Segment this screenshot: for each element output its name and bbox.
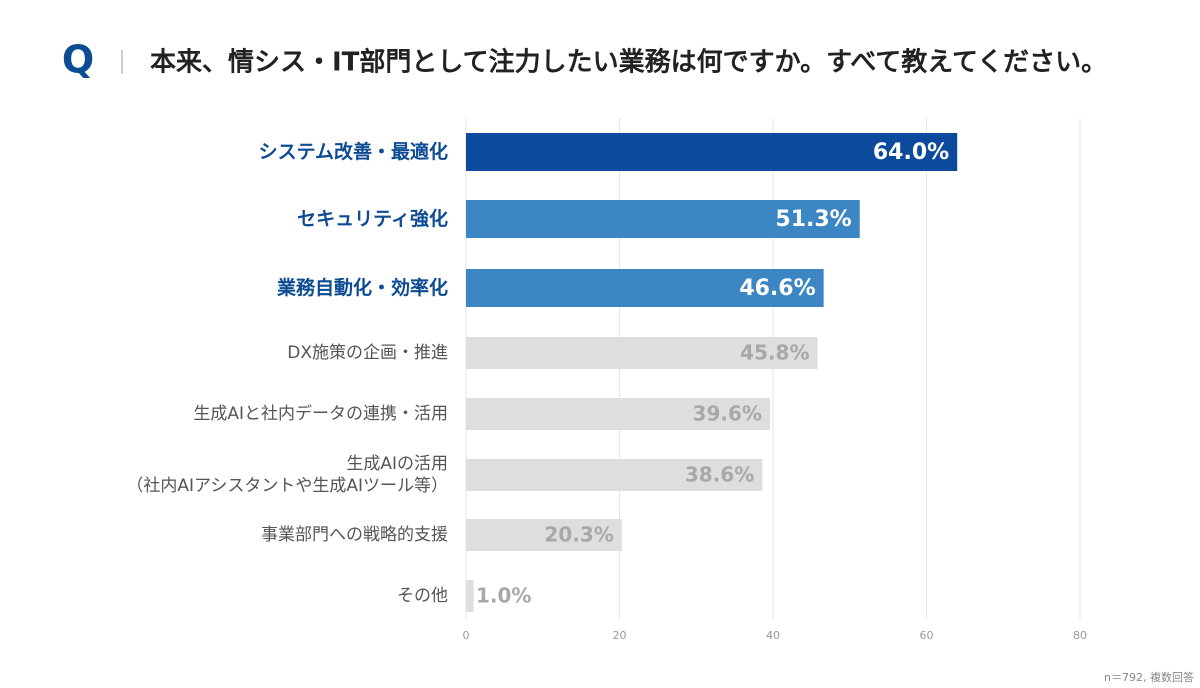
bar: [466, 459, 763, 491]
bar: [466, 133, 958, 171]
value-label: 38.6%: [685, 463, 754, 487]
bar: [466, 398, 770, 430]
x-tick-label: 40: [766, 629, 780, 642]
category-label: セキュリティ強化: [297, 208, 448, 230]
value-label: 39.6%: [693, 402, 762, 426]
note: n＝792, 複数回答: [1104, 670, 1194, 684]
category-label: システム改善・最適化: [258, 141, 448, 163]
category-label: その他: [397, 586, 448, 606]
x-tick-label: 60: [920, 629, 934, 642]
x-tick-label: 20: [613, 629, 627, 642]
x-tick-label: 0: [463, 629, 470, 642]
value-label: 46.6%: [739, 276, 815, 301]
bar: [466, 269, 824, 307]
bar: [466, 200, 860, 238]
value-label: 45.8%: [740, 341, 809, 365]
value-label: 64.0%: [873, 140, 949, 165]
x-tick-label: 80: [1073, 629, 1087, 642]
category-label: 業務自動化・効率化: [276, 277, 448, 299]
category-label: DX施策の企画・推進: [287, 343, 448, 363]
q-mark: Q: [62, 38, 94, 82]
bar: [466, 337, 818, 369]
value-label: 51.3%: [775, 207, 851, 232]
chart-title: 本来、情シス・IT部門として注力したい業務は何ですか。すべて教えてください。: [150, 47, 1107, 78]
category-label: 生成AIと社内データの連携・活用: [193, 404, 448, 424]
bar: [466, 580, 474, 612]
value-label: 1.0%: [476, 584, 531, 608]
value-label: 20.3%: [544, 523, 613, 547]
category-label: 生成AIの活用 （社内AIアシスタントや生成AIツール等）: [126, 454, 448, 496]
category-label: 事業部門への戦略的支援: [261, 525, 448, 545]
bar: [466, 519, 622, 551]
